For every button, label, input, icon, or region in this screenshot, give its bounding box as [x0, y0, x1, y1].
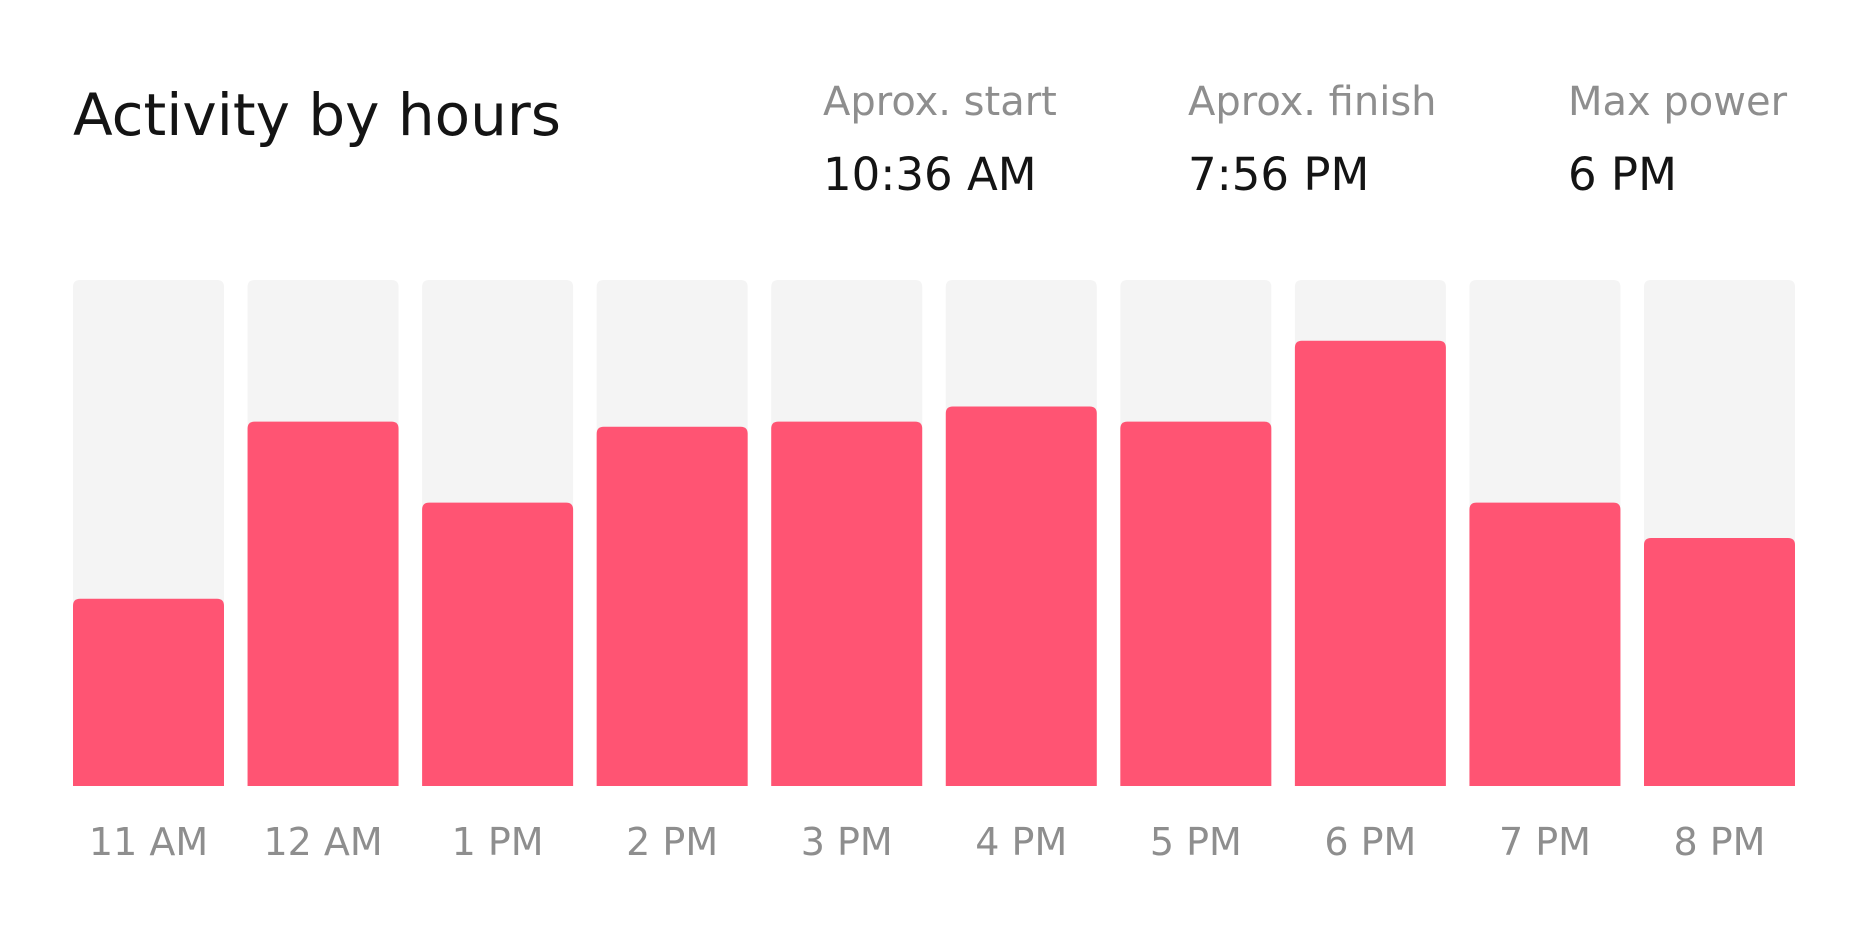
chart-title: Activity by hours: [73, 81, 561, 149]
stat-label: Max power: [1568, 79, 1788, 125]
bar: [771, 421, 923, 786]
x-tick-label: 4 PM: [975, 820, 1067, 864]
stat-label: Aprox. finish: [1188, 79, 1437, 125]
bar: [1469, 502, 1621, 786]
x-tick-label: 12 AM: [263, 820, 382, 864]
bar: [945, 406, 1097, 786]
x-tick-label: 2 PM: [626, 820, 718, 864]
x-tick-label: 5 PM: [1150, 820, 1242, 864]
stat-value: 10:36 AM: [823, 148, 1037, 201]
stat-approx-start: Aprox. start 10:36 AM: [823, 82, 1057, 197]
bar: [1120, 421, 1272, 786]
stat-label: Aprox. start: [823, 79, 1057, 125]
bar: [247, 421, 399, 786]
bar: [596, 426, 748, 786]
stat-value: 7:56 PM: [1188, 148, 1370, 201]
bar: [1294, 340, 1446, 786]
stat-max-power: Max power 6 PM: [1568, 82, 1787, 197]
x-tick-label: 8 PM: [1674, 820, 1766, 864]
x-tick-label: 11 AM: [89, 820, 208, 864]
bar: [1644, 538, 1795, 786]
stat-value: 6 PM: [1568, 148, 1677, 201]
stat-approx-finish: Aprox. finish 7:56 PM: [1188, 82, 1437, 197]
bar: [422, 502, 574, 786]
x-tick-label: 3 PM: [801, 820, 893, 864]
x-tick-label: 7 PM: [1499, 820, 1591, 864]
x-tick-label: 6 PM: [1324, 820, 1416, 864]
bar: [73, 598, 224, 786]
x-tick-label: 1 PM: [452, 820, 544, 864]
